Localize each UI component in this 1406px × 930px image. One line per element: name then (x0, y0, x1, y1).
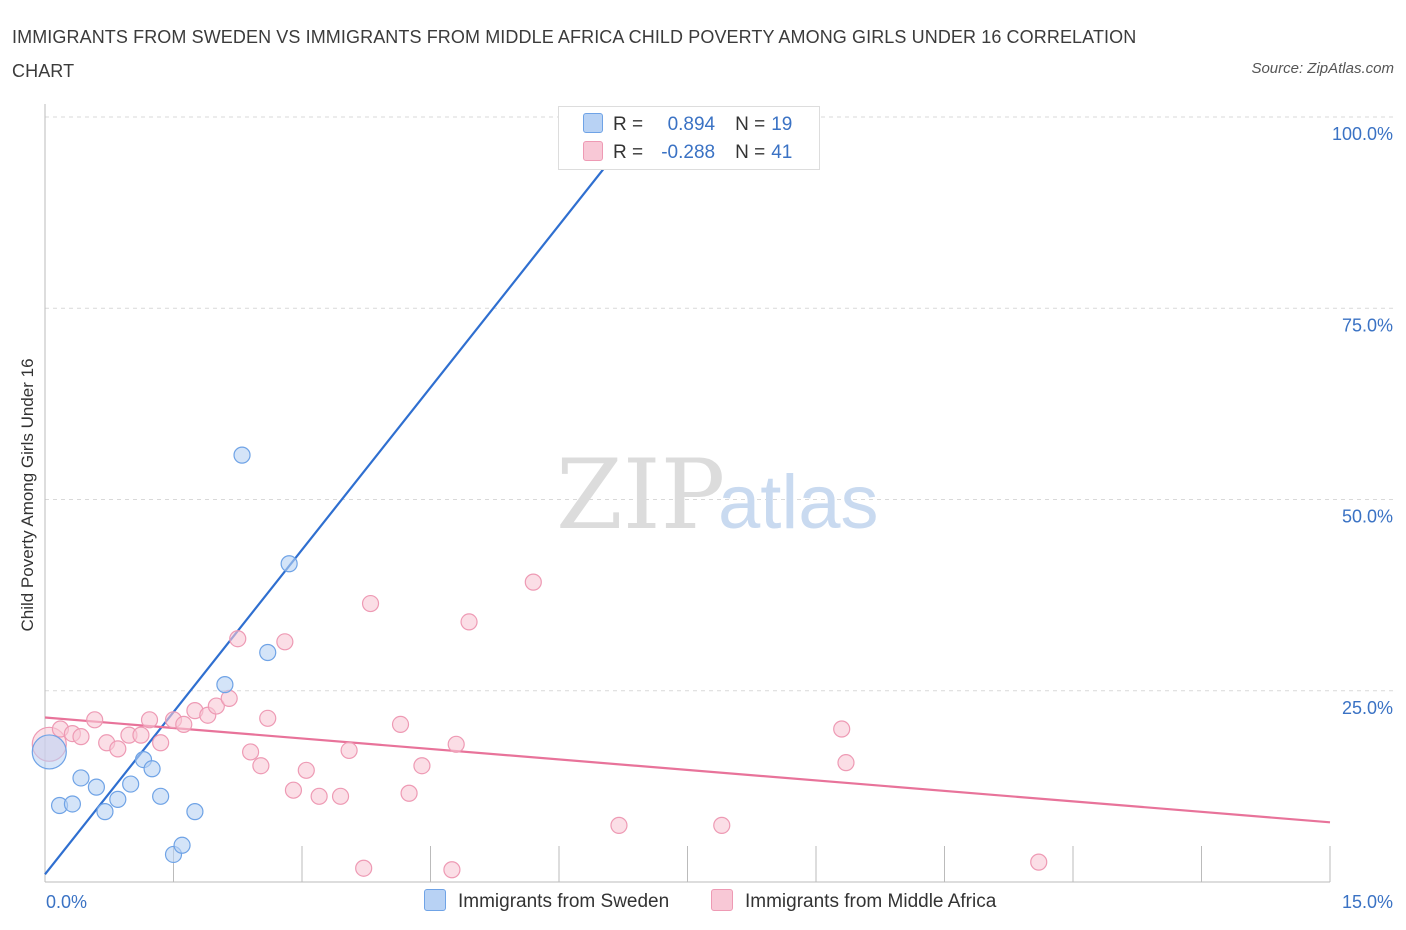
point-middle-africa-33 (447, 735, 465, 753)
point-sweden-3 (72, 769, 90, 787)
legend-label-middle-africa: Immigrants from Middle Africa (745, 891, 997, 912)
watermark: ZIP atlas (556, 439, 879, 551)
trend-line-middle-africa (44, 716, 1331, 824)
point-middle-africa-26 (340, 741, 358, 760)
point-sweden-14 (216, 676, 234, 694)
point-sweden-2 (63, 795, 82, 813)
trend-line-sweden (44, 116, 646, 876)
point-middle-africa-27 (355, 859, 373, 877)
watermark-zip: ZIP (556, 439, 725, 551)
source-label: Source: ZipAtlas.com (1251, 60, 1394, 77)
point-middle-africa-17 (229, 630, 247, 648)
chart-title: IMMIGRANTS FROM SWEDEN VS IMMIGRANTS FRO… (12, 27, 1137, 81)
point-middle-africa-8 (132, 726, 150, 744)
legend-swatch-sweden (424, 889, 446, 911)
point-middle-africa-15 (207, 697, 225, 715)
middle-africa-r-label: R = (613, 142, 644, 163)
point-middle-africa-29 (391, 715, 410, 734)
point-middle-africa-22 (284, 781, 303, 799)
point-sweden-9 (143, 760, 161, 778)
point-middle-africa-31 (413, 757, 431, 775)
watermark-atlas: atlas (718, 460, 879, 545)
x-tick-label-end: 15.0% (1342, 892, 1393, 912)
legend-item-middle-africa[interactable]: Immigrants from Middle Africa (711, 889, 996, 913)
sweden-swatch (583, 113, 603, 133)
x-tick-label-start: 0.0% (46, 892, 87, 912)
point-middle-africa-28 (361, 594, 380, 613)
point-sweden-15 (233, 446, 251, 464)
trend-lines (44, 116, 1331, 876)
sweden-r-label: R = (613, 114, 644, 135)
point-sweden-0 (31, 734, 67, 770)
point-middle-africa-3 (72, 728, 90, 746)
middle-africa-swatch (583, 141, 603, 161)
point-sweden-6 (109, 790, 127, 808)
middle-africa-n-label: N = (735, 142, 766, 163)
legend-swatch-middle-africa (711, 889, 733, 911)
point-middle-africa-38 (833, 720, 851, 738)
stats-row-sweden: R = 0.894 N = 19 (583, 113, 792, 137)
point-middle-africa-30 (400, 784, 418, 802)
point-sweden-13 (186, 803, 204, 821)
data-points (31, 108, 1048, 879)
point-middle-africa-37 (713, 816, 731, 834)
point-middle-africa-12 (175, 715, 193, 734)
sweden-n-label: N = (735, 114, 766, 135)
point-middle-africa-39 (837, 754, 855, 772)
point-sweden-16 (259, 643, 277, 662)
point-middle-africa-21 (276, 633, 294, 651)
point-middle-africa-19 (252, 757, 270, 775)
point-middle-africa-32 (443, 861, 461, 879)
point-sweden-10 (152, 787, 170, 805)
stats-legend: R = 0.894 N = 19 R = -0.288 N = 41 (558, 106, 820, 170)
y-tick-label-50: 50.0% (1342, 507, 1393, 527)
point-sweden-12 (173, 836, 191, 854)
stats-row-middle-africa: R = -0.288 N = 41 (583, 141, 792, 165)
point-middle-africa-18 (242, 743, 260, 761)
legend-label-sweden: Immigrants from Sweden (458, 891, 670, 912)
point-sweden-7 (122, 775, 140, 793)
point-middle-africa-9 (140, 711, 159, 729)
point-middle-africa-6 (109, 740, 127, 758)
point-sweden-17 (280, 555, 298, 573)
point-middle-africa-25 (331, 787, 350, 805)
point-sweden-5 (96, 803, 114, 821)
point-middle-africa-23 (297, 761, 315, 779)
tick-labels: 25.0% 50.0% 75.0% 100.0% 0.0% 15.0% (46, 124, 1393, 912)
point-middle-africa-34 (460, 613, 478, 631)
point-middle-africa-35 (524, 573, 542, 591)
y-tick-label-25: 25.0% (1342, 698, 1393, 718)
sweden-n-value: 19 (771, 114, 793, 135)
point-middle-africa-40 (1030, 853, 1048, 871)
point-sweden-4 (87, 778, 106, 796)
point-middle-africa-24 (310, 787, 328, 805)
y-tick-label-100: 100.0% (1332, 124, 1393, 144)
gridlines (45, 116, 1395, 692)
point-middle-africa-20 (259, 709, 277, 727)
sweden-r-value: 0.894 (667, 114, 716, 135)
legend-item-sweden[interactable]: Immigrants from Sweden (424, 889, 669, 913)
point-middle-africa-36 (610, 816, 628, 834)
middle-africa-r-value: -0.288 (661, 142, 716, 163)
middle-africa-n-value: 41 (771, 142, 793, 163)
y-tick-label-75: 75.0% (1342, 315, 1393, 335)
point-middle-africa-10 (152, 734, 170, 752)
point-middle-africa-4 (86, 711, 104, 729)
